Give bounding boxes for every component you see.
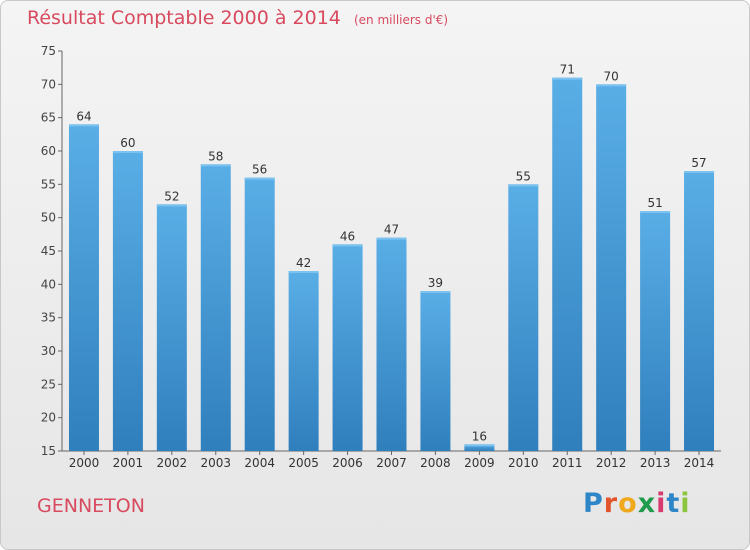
x-tick-label: 2011: [552, 456, 583, 470]
data-label: 70: [604, 69, 619, 83]
bar-top-highlight: [420, 291, 451, 293]
y-tick-label: 75: [41, 44, 56, 58]
y-tick-label: 15: [41, 444, 56, 458]
data-label: 39: [428, 276, 443, 290]
x-tick-label: 2003: [200, 456, 231, 470]
bar-top-highlight: [112, 151, 143, 153]
bar-top-highlight: [200, 164, 231, 167]
bar: [508, 184, 539, 452]
bar: [420, 291, 451, 451]
y-tick-label: 65: [41, 111, 56, 125]
x-tick-label: 2007: [376, 456, 407, 470]
brand-letter: x: [637, 488, 657, 519]
data-label: 47: [384, 223, 399, 237]
x-tick-label: 2008: [420, 456, 451, 470]
bar: [552, 77, 583, 452]
y-tick-label: 60: [41, 144, 56, 158]
data-label: 64: [76, 109, 91, 123]
unit-note: (en milliers d'€): [353, 13, 449, 27]
bar-top-highlight: [376, 237, 407, 240]
bar-top-highlight: [288, 271, 319, 273]
data-label: 71: [560, 63, 575, 77]
data-label: 46: [340, 229, 355, 243]
y-tick-label: 70: [41, 77, 56, 91]
bar: [464, 444, 495, 451]
bar-top-highlight: [332, 244, 363, 247]
bar: [200, 164, 231, 452]
x-tick-label: 2014: [684, 456, 715, 470]
x-tick-label: 2004: [244, 456, 275, 470]
chart-title: Résultat Comptable 2000 à 2014 (en milli…: [27, 7, 448, 29]
bar-top-highlight: [640, 211, 671, 213]
bar: [112, 151, 143, 451]
brand-letter: o: [618, 488, 638, 519]
brand-letter: i: [680, 488, 691, 519]
title-text: Résultat Comptable 2000 à 2014: [27, 7, 341, 29]
bar: [640, 211, 671, 451]
brand-letter: t: [666, 488, 681, 519]
y-tick-label: 30: [41, 344, 56, 358]
bar-top-highlight: [68, 124, 99, 127]
data-label: 56: [252, 163, 267, 177]
data-label: 55: [516, 169, 531, 183]
bar-top-highlight: [156, 204, 187, 207]
x-tick-label: 2012: [596, 456, 627, 470]
data-label: 52: [164, 189, 179, 203]
bar-top-highlight: [244, 177, 275, 180]
brand-letter: P: [583, 488, 604, 519]
brand-letter: i: [656, 488, 667, 519]
data-label: 60: [120, 136, 135, 150]
bar: [596, 84, 627, 451]
data-label: 51: [647, 196, 662, 210]
bar: [68, 124, 99, 451]
x-tick-label: 2000: [69, 456, 100, 470]
bar: [332, 244, 363, 451]
bar: [244, 177, 275, 451]
x-tick-label: 2010: [508, 456, 539, 470]
bar: [684, 171, 715, 451]
x-tick-label: 2013: [640, 456, 671, 470]
y-tick-label: 25: [41, 377, 56, 391]
brand-letter: r: [603, 488, 619, 519]
data-label: 16: [472, 429, 487, 443]
y-tick-label: 55: [41, 177, 56, 191]
bar-top-highlight: [508, 184, 539, 187]
x-tick-label: 2009: [464, 456, 495, 470]
data-label: 57: [691, 156, 706, 170]
bar-top-highlight: [552, 77, 583, 80]
bar-top-highlight: [464, 444, 495, 447]
bar: [288, 271, 319, 451]
commune-name: GENNETON: [37, 495, 145, 517]
y-tick-label: 35: [41, 311, 56, 325]
bar-top-highlight: [684, 171, 715, 173]
x-tick-label: 2002: [157, 456, 188, 470]
bar: [156, 204, 187, 451]
y-tick-label: 50: [41, 211, 56, 225]
data-label: 58: [208, 149, 223, 163]
brand-logo: Proxiti: [583, 488, 691, 519]
bar-top-highlight: [596, 84, 627, 87]
y-tick-label: 20: [41, 411, 56, 425]
data-label: 42: [296, 256, 311, 270]
x-tick-label: 2001: [113, 456, 144, 470]
x-tick-label: 2006: [332, 456, 363, 470]
y-tick-label: 45: [41, 244, 56, 258]
bar: [376, 237, 407, 451]
y-tick-label: 40: [41, 277, 56, 291]
x-tick-label: 2005: [288, 456, 319, 470]
